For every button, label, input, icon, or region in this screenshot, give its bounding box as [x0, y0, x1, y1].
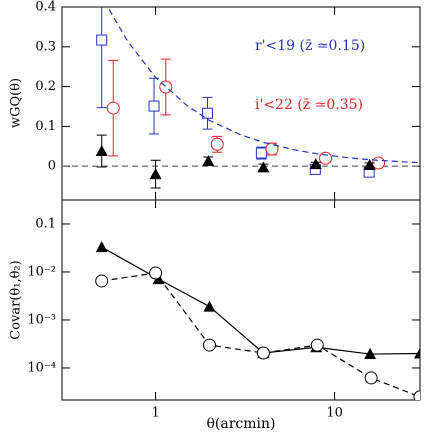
- marker: [95, 145, 108, 157]
- series-line: [101, 246, 420, 355]
- series-line: [108, 9, 420, 164]
- y-tick-label: 0.4: [35, 0, 56, 15]
- marker: [106, 101, 120, 115]
- y-tick-label: 0.1: [35, 119, 56, 134]
- y-tick-label: 10⁻⁴: [27, 360, 56, 375]
- marker: [309, 158, 322, 170]
- marker: [265, 142, 279, 156]
- marker: [96, 34, 108, 46]
- y-axis-label: Covar(θ₁,θ₂): [9, 260, 24, 339]
- y-tick-label: 0.2: [35, 79, 56, 94]
- marker: [363, 158, 376, 170]
- marker: [319, 151, 333, 165]
- marker: [310, 338, 324, 352]
- marker: [202, 107, 214, 119]
- x-tick-label: 10: [326, 406, 343, 421]
- marker: [202, 155, 215, 167]
- x-tick-label: 1: [151, 406, 159, 421]
- y-tick-label: 0: [48, 159, 56, 174]
- marker: [203, 300, 216, 312]
- y-tick-label: 0.1: [35, 216, 56, 231]
- error-bar: [96, 7, 107, 109]
- marker: [202, 338, 216, 352]
- marker: [257, 161, 270, 173]
- marker: [256, 346, 270, 360]
- legend-label: i'<22 (z̄ ≃0.35): [255, 97, 363, 113]
- marker: [255, 147, 267, 159]
- x-axis-label: θ(arcmin): [206, 416, 275, 432]
- y-tick-label: 10⁻³: [27, 312, 56, 327]
- marker: [364, 371, 378, 385]
- y-axis-label: wGQ(θ): [9, 78, 24, 128]
- legend-label: r'<19 (z̄ ≃0.15): [255, 38, 365, 54]
- plot-area: [62, 7, 420, 189]
- marker: [210, 137, 224, 151]
- y-tick-label: 10⁻²: [27, 264, 56, 279]
- panel-frame: [61, 199, 421, 401]
- marker: [413, 390, 420, 400]
- marker: [364, 348, 377, 360]
- y-tick-label: 0.3: [35, 39, 56, 54]
- marker: [149, 168, 162, 180]
- marker: [149, 266, 163, 280]
- marker: [95, 241, 108, 253]
- plot-area: [95, 241, 420, 400]
- marker: [95, 274, 109, 288]
- marker: [148, 100, 160, 112]
- marker: [414, 347, 420, 359]
